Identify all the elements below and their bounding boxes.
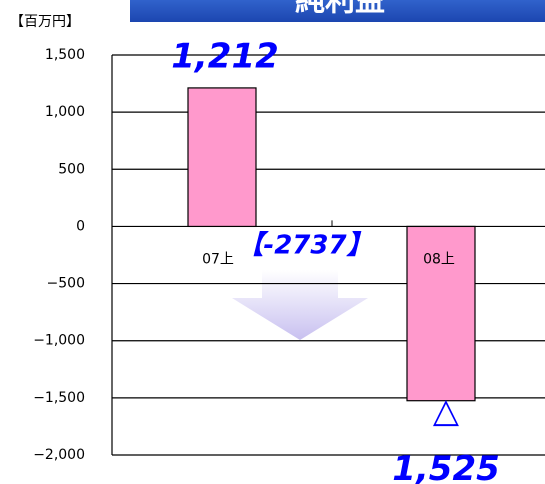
value-label: 1,212 — [171, 37, 279, 77]
arrow — [232, 270, 368, 340]
y-tick-label: −500 — [47, 276, 85, 292]
x-tick-label: 08上 — [423, 251, 455, 267]
value-label: △ 1,525 — [392, 391, 500, 484]
annotation: 【-2737】 — [237, 231, 372, 261]
chart-title: 純利益 — [295, 0, 385, 19]
bar — [406, 225, 476, 402]
bar — [187, 87, 257, 228]
unit-label: 【百万円】 — [10, 14, 80, 30]
y-tick-label: 1,000 — [45, 104, 85, 120]
y-tick-label: 0 — [76, 218, 85, 234]
y-tick-label: −1,500 — [33, 390, 85, 406]
y-tick-label: 500 — [58, 161, 85, 177]
y-tick-label: −2,000 — [33, 447, 85, 463]
y-tick-label: −1,000 — [33, 333, 85, 349]
y-tick-label: 1,500 — [45, 47, 85, 63]
x-tick-label: 07上 — [202, 251, 234, 267]
title-banner — [130, 0, 545, 22]
